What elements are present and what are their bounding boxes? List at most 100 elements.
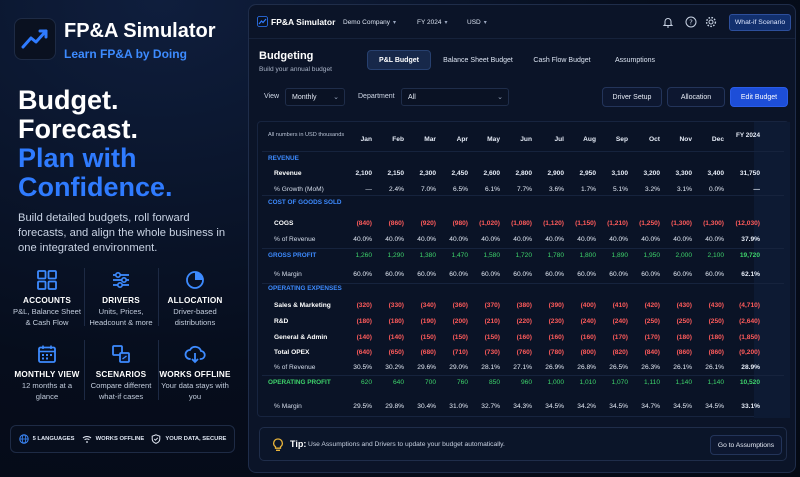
feature-footer: 5 LANGUAGES WORKS OFFLINE YOUR DATA, SEC…	[10, 425, 235, 453]
page-title: Budgeting	[259, 50, 314, 62]
table-cell: (1,300)	[703, 220, 724, 227]
month-header: Sep	[615, 136, 628, 143]
table-cell: 2,300	[419, 170, 436, 177]
table-cell: 2.4%	[388, 186, 404, 193]
table-cell: 2,150	[387, 170, 404, 177]
feature-desc: Your data stays with you	[161, 381, 229, 401]
app-title: FP&A Simulator	[271, 17, 336, 27]
table-cell: (920)	[420, 220, 436, 227]
table-cell: (640)	[356, 349, 372, 356]
section-title: REVENUE	[268, 155, 299, 162]
tab-pl-budget[interactable]: P&L Budget	[367, 50, 431, 70]
what-if-scenario-button[interactable]: What-if Scenario	[729, 14, 791, 31]
table-cell: (12,030)	[735, 220, 760, 227]
table-cell: 31,750	[739, 170, 760, 177]
table-cell: 60.0%	[353, 271, 372, 278]
table-cell: (250)	[708, 318, 724, 325]
table-cell: (330)	[388, 302, 404, 309]
table-cell: 32.7%	[481, 403, 500, 410]
table-cell: 60.0%	[385, 271, 404, 278]
month-header: Oct	[649, 136, 660, 143]
fiscal-year-select[interactable]: FY 2024 ▾	[417, 15, 447, 30]
calendar-icon	[38, 345, 56, 363]
table-cell: 27.1%	[513, 364, 532, 371]
row-label: % Margin	[274, 271, 302, 278]
help-icon[interactable]: ?	[685, 16, 697, 28]
table-cell: —	[753, 186, 760, 193]
units-note: All numbers in USD thousands	[268, 132, 345, 138]
table-cell: 1,140	[675, 379, 692, 386]
allocation-button[interactable]: Allocation	[667, 87, 725, 107]
feature-accounts: ACCOUNTS P&L, Balance Sheet & Cash Flow	[10, 268, 84, 328]
tab-balance-sheet-budget[interactable]: Balance Sheet Budget	[443, 56, 513, 64]
feature-desc: Driver-based distributions	[173, 307, 217, 327]
edit-budget-button[interactable]: Edit Budget	[730, 87, 788, 107]
table-cell: (2,640)	[739, 318, 760, 325]
table-cell: 34.5%	[545, 403, 564, 410]
table-cell: 3.6%	[548, 186, 564, 193]
table-cell: 60.0%	[417, 271, 436, 278]
table-cell: 60.0%	[609, 271, 628, 278]
row-label: COGS	[274, 220, 294, 227]
table-cell: (180)	[676, 334, 692, 341]
table-cell: 60.0%	[513, 271, 532, 278]
row-label: Sales & Marketing	[274, 302, 331, 309]
table-cell: 0.0%	[708, 186, 724, 193]
table-cell: (800)	[580, 349, 596, 356]
department-value: All	[408, 93, 416, 101]
go-to-assumptions-button[interactable]: Go to Assumptions	[710, 435, 782, 455]
table-cell: 3,200	[643, 170, 660, 177]
table-cell: 29.5%	[353, 403, 372, 410]
row-label: % Margin	[274, 403, 302, 410]
fiscal-year-value: FY 2024	[417, 19, 442, 26]
table-cell: 30.2%	[385, 364, 404, 371]
table-cell: 26.9%	[545, 364, 564, 371]
table-cell: 2,600	[483, 170, 500, 177]
view-select[interactable]: Monthly ⌄	[285, 88, 345, 106]
table-cell: 5.1%	[612, 186, 628, 193]
table-cell: (9,200)	[739, 349, 760, 356]
table-cell: 34.5%	[609, 403, 628, 410]
table-cell: (980)	[452, 220, 468, 227]
company-select[interactable]: Demo Company ▾	[343, 15, 396, 30]
department-select[interactable]: All ⌄	[401, 88, 509, 106]
feature-title: DRIVERS	[102, 296, 140, 305]
section-title: OPERATING PROFIT	[268, 379, 331, 386]
row-divider	[262, 283, 784, 284]
chevron-down-icon: ▾	[444, 20, 448, 26]
globe-icon	[18, 434, 29, 444]
table-cell: 1,380	[419, 252, 436, 259]
bell-icon[interactable]	[662, 16, 674, 28]
month-header: Feb	[392, 136, 404, 143]
table-cell: 1,140	[707, 379, 724, 386]
table-cell: 850	[488, 379, 500, 386]
table-cell: 34.5%	[673, 403, 692, 410]
table-cell: (240)	[580, 318, 596, 325]
table-cell: (390)	[548, 302, 564, 309]
table-cell: (1,210)	[607, 220, 628, 227]
table-cell: (150)	[484, 334, 500, 341]
tab-assumptions[interactable]: Assumptions	[614, 56, 656, 64]
table-cell: 40.0%	[353, 236, 372, 243]
table-cell: 1.7%	[580, 186, 596, 193]
marketing-panel: FP&A Simulator Learn FP&A by Doing Budge…	[0, 0, 240, 477]
currency-select[interactable]: USD ▾	[467, 15, 487, 30]
table-cell: 2,100	[355, 170, 372, 177]
feature-title: ACCOUNTS	[23, 296, 71, 305]
gear-icon[interactable]	[705, 16, 717, 28]
table-cell: (370)	[484, 302, 500, 309]
company-value: Demo Company	[343, 19, 390, 26]
feature-desc: 12 months at a glance	[21, 381, 73, 401]
table-cell: 29.0%	[449, 364, 468, 371]
top-bar: FP&A Simulator Demo Company ▾ FY 2024 ▾ US…	[249, 5, 795, 39]
row-label: % of Revenue	[274, 364, 316, 371]
table-cell: 34.5%	[705, 403, 724, 410]
table-cell: (360)	[452, 302, 468, 309]
row-label: % Growth (MoM)	[274, 186, 324, 193]
tab-cash-flow-budget[interactable]: Cash Flow Budget	[533, 56, 591, 64]
section-title: GROSS PROFIT	[268, 252, 317, 259]
table-cell: 1,110	[643, 379, 660, 386]
table-cell: (860)	[388, 220, 404, 227]
table-cell: 6.1%	[484, 186, 500, 193]
driver-setup-button[interactable]: Driver Setup	[602, 87, 662, 107]
